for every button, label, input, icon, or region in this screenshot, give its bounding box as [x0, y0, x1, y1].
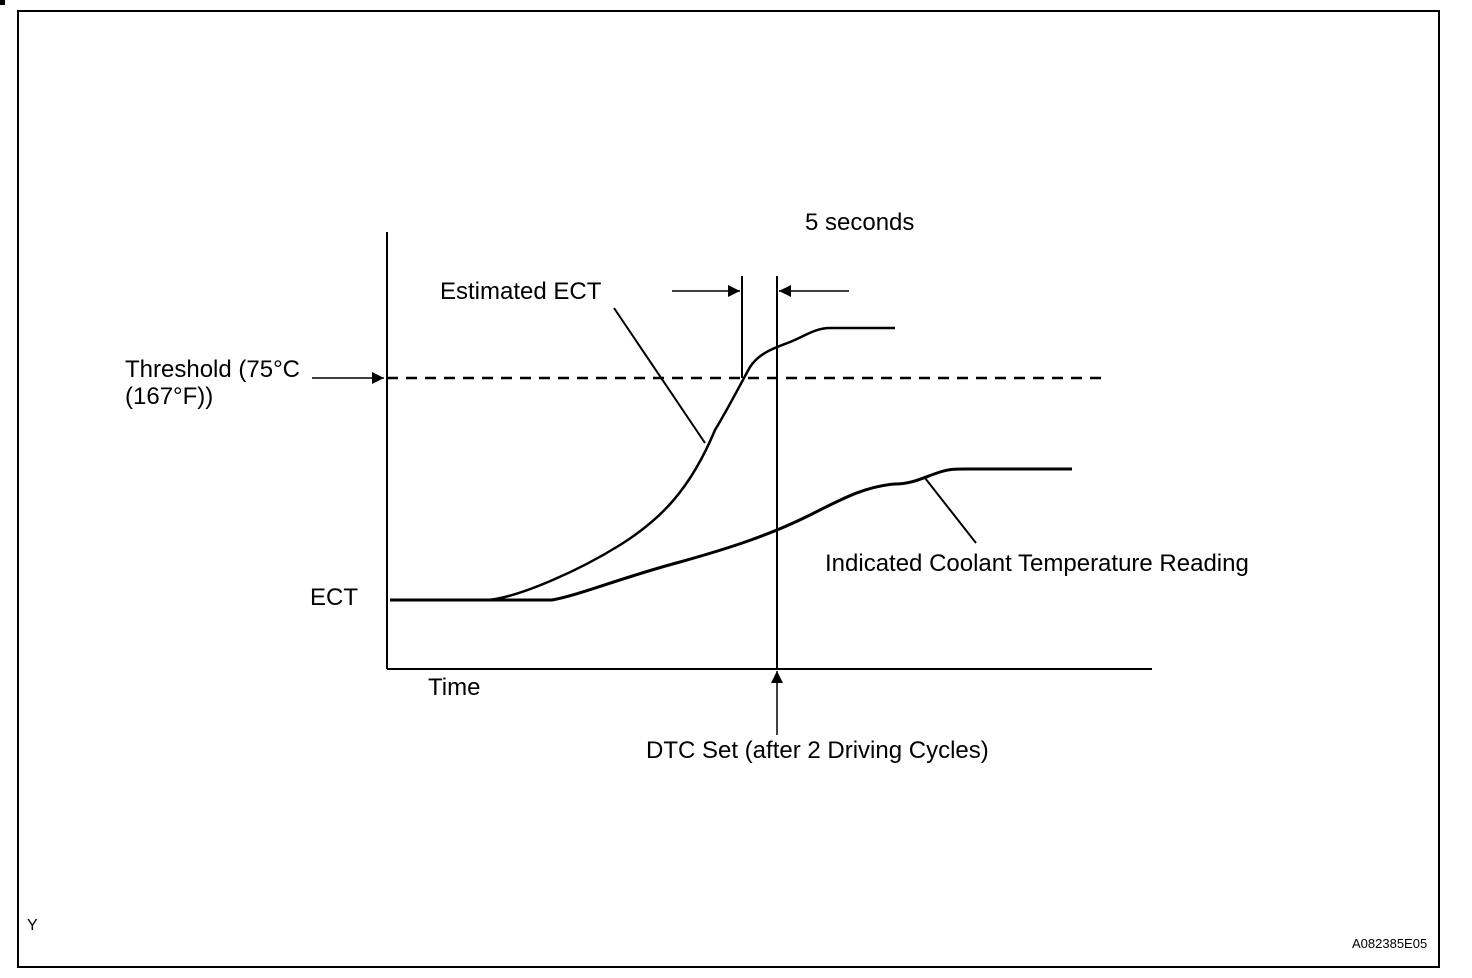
threshold-label-line1: Threshold (75°C [125, 356, 301, 383]
indicated-reading-leader [924, 477, 977, 544]
estimated-ect-curve [390, 326, 895, 602]
estimated-ect-label: Estimated ECT [440, 278, 602, 305]
figure-id-label: A082385E05 [1352, 936, 1428, 951]
time-axis-label: Time [428, 674, 481, 701]
ect-axis-label: ECT [310, 584, 358, 611]
threshold-label-line2: (167°F)) [125, 383, 214, 410]
estimated-ect-leader [613, 307, 706, 444]
indicated-temperature-curve [390, 467, 1072, 602]
corner-y-label: Y [27, 917, 38, 934]
five-seconds-label: 5 seconds [805, 209, 915, 236]
figure-border [17, 10, 1440, 968]
dtc-set-label: DTC Set (after 2 Driving Cycles) [646, 737, 989, 764]
corner-mark [0, 0, 5, 5]
indicated-reading-label: Indicated Coolant Temperature Reading [825, 550, 1249, 577]
